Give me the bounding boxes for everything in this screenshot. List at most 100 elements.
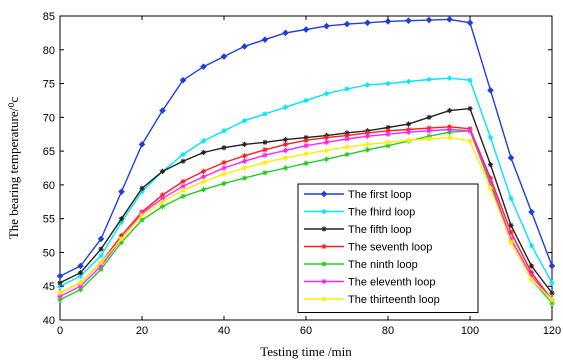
ticks-group: 0 20 40 60 80 100 120 40 45 50 55 60 65 70 75 80 85 bbox=[43, 11, 561, 337]
data-point bbox=[405, 126, 412, 133]
data-point bbox=[77, 270, 84, 276]
data-point bbox=[262, 170, 268, 176]
data-point bbox=[405, 78, 412, 85]
data-point bbox=[159, 107, 166, 114]
data-point bbox=[426, 125, 432, 131]
data-point bbox=[384, 18, 392, 25]
data-point bbox=[487, 178, 494, 185]
data-point bbox=[118, 216, 125, 222]
data-point bbox=[323, 135, 330, 141]
data-point bbox=[508, 229, 514, 235]
data-point bbox=[425, 16, 433, 24]
data-point bbox=[343, 20, 351, 28]
legend-marker bbox=[321, 261, 327, 267]
data-point bbox=[97, 235, 105, 243]
data-point bbox=[200, 168, 207, 174]
data-point bbox=[487, 185, 494, 191]
data-point bbox=[241, 118, 248, 124]
data-point bbox=[180, 158, 186, 164]
data-point bbox=[385, 143, 391, 149]
data-point bbox=[57, 297, 63, 303]
data-point bbox=[467, 138, 473, 144]
data-point bbox=[139, 189, 145, 195]
legend-label: The seventh loop bbox=[348, 242, 432, 254]
data-point bbox=[241, 153, 248, 159]
data-point bbox=[159, 195, 166, 201]
data-point bbox=[282, 104, 289, 110]
data-point bbox=[118, 219, 125, 225]
data-point bbox=[179, 76, 187, 84]
data-point bbox=[466, 19, 474, 27]
data-point bbox=[77, 273, 84, 279]
data-point bbox=[139, 185, 145, 191]
legend-marker bbox=[321, 226, 327, 232]
data-point bbox=[549, 297, 555, 303]
data-point bbox=[77, 287, 84, 293]
data-point bbox=[323, 147, 330, 154]
x-tick-label: 60 bbox=[300, 325, 312, 337]
data-point bbox=[364, 147, 371, 153]
legend-item: The fhird loop bbox=[304, 207, 415, 219]
data-point bbox=[221, 180, 227, 187]
data-point bbox=[385, 139, 391, 145]
data-point bbox=[180, 151, 186, 158]
data-point bbox=[303, 135, 309, 141]
series-group bbox=[56, 16, 556, 306]
data-point bbox=[262, 111, 268, 117]
data-point bbox=[528, 263, 535, 269]
data-point bbox=[139, 212, 145, 218]
legend-label: The fifth loop bbox=[348, 224, 412, 236]
data-point bbox=[385, 124, 391, 131]
data-point bbox=[344, 130, 350, 136]
data-point bbox=[405, 129, 412, 135]
data-point bbox=[262, 139, 268, 145]
legend-marker bbox=[321, 278, 327, 285]
data-point bbox=[282, 137, 289, 143]
legend-marker bbox=[321, 208, 327, 215]
data-point bbox=[426, 114, 432, 120]
y-tick-label: 75 bbox=[43, 79, 55, 91]
data-point bbox=[467, 77, 473, 83]
data-point bbox=[262, 159, 268, 166]
y-tick-label: 80 bbox=[43, 45, 55, 57]
x-tick-label: 80 bbox=[382, 325, 394, 337]
data-point bbox=[118, 232, 125, 239]
data-point bbox=[323, 156, 330, 162]
data-point bbox=[487, 87, 494, 94]
data-point bbox=[508, 195, 514, 201]
data-point bbox=[508, 236, 514, 242]
data-point bbox=[221, 145, 227, 151]
data-point bbox=[261, 36, 269, 43]
legend-item: The seventh loop bbox=[304, 242, 432, 254]
data-point bbox=[344, 136, 350, 142]
data-point bbox=[528, 276, 535, 283]
data-point bbox=[549, 280, 555, 286]
data-point bbox=[302, 26, 310, 33]
data-point bbox=[262, 147, 268, 153]
data-point bbox=[303, 137, 309, 143]
y-axis-label: The bearing temperature/⁰c bbox=[6, 97, 21, 240]
data-point bbox=[200, 63, 207, 70]
legend-marker bbox=[320, 190, 328, 198]
series-1 bbox=[56, 16, 556, 280]
data-point bbox=[549, 290, 555, 296]
data-point bbox=[180, 178, 186, 185]
legend-item: The fifth loop bbox=[304, 224, 412, 236]
legend-label: The fhird loop bbox=[348, 207, 415, 219]
data-point bbox=[507, 154, 515, 162]
data-point bbox=[548, 262, 556, 270]
data-point bbox=[487, 135, 494, 141]
x-tick-label: 100 bbox=[461, 325, 479, 337]
data-point bbox=[364, 82, 371, 88]
legend-item: The first loop bbox=[304, 189, 412, 201]
data-point bbox=[98, 253, 104, 259]
data-point bbox=[282, 155, 289, 161]
y-tick-label: 45 bbox=[43, 281, 55, 293]
data-point bbox=[180, 193, 186, 199]
data-point bbox=[138, 141, 146, 148]
data-point bbox=[241, 165, 248, 171]
data-point bbox=[77, 283, 84, 289]
legend: The first loop The fhird loop The fifth lo… bbox=[297, 183, 479, 313]
data-point bbox=[426, 76, 432, 83]
data-point bbox=[56, 272, 64, 280]
